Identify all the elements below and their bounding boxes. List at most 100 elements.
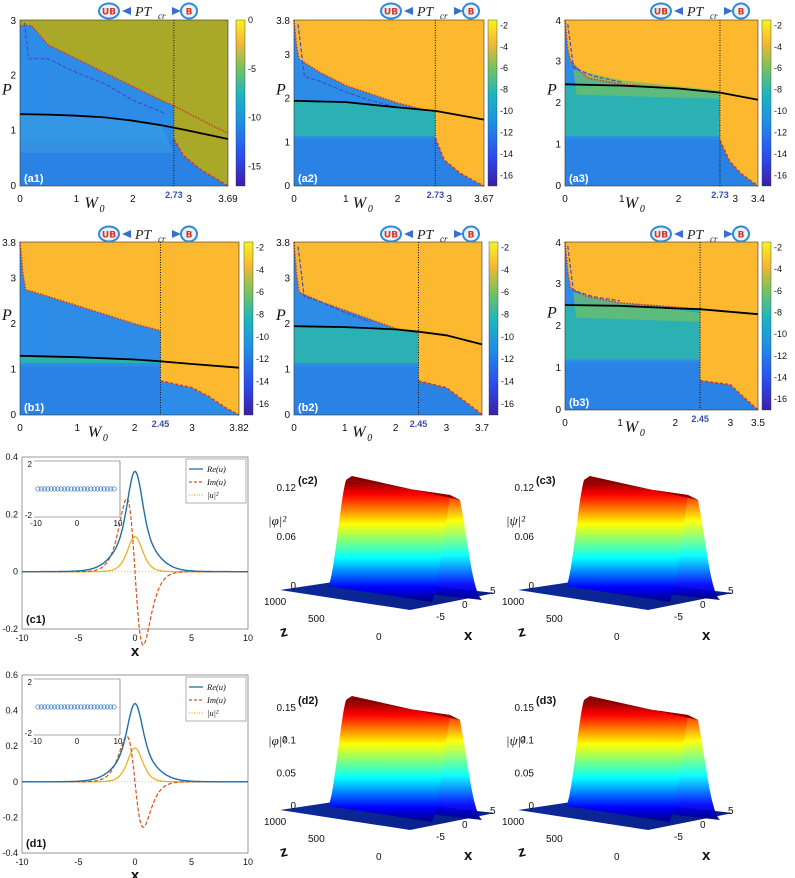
y-tick-label: 1 [555,140,561,151]
y-tick-label: 3.8 [2,238,16,249]
eigenvalue-marker [58,704,64,710]
x-tick-label: -5 [436,832,445,843]
inset-x-tick: -10 [30,519,42,528]
pt-threshold-symbol: PT [686,228,705,243]
ridge-front-face [566,700,688,822]
y-tick-label: 2 [284,319,290,330]
z-tick-label: 0 [290,801,296,812]
broken-badge-ring [462,2,480,20]
broken-phase-boundary [434,137,485,187]
x-tick-label: 5 [189,633,194,643]
x-tick-label: 3.7 [475,423,489,434]
inset-x-tick: 10 [114,737,123,746]
y-tick-label: 0 [284,410,290,421]
eigenvalue-marker [85,704,91,710]
inset-y-tick: -2 [25,729,33,738]
y-tick-label: 3 [10,16,16,27]
panel-label: (c2) [298,475,318,487]
inset-y-tick: 2 [28,460,33,469]
eigenvalue-marker [68,486,74,492]
x-tick-label: 3.5 [751,418,765,429]
y-tick-label: 0.2 [5,509,18,519]
x-tick-label: 1 [342,423,348,434]
y-tick-label: 3 [555,57,561,68]
x-tick-label: 1 [74,194,80,205]
surface-panel-c3: 0 0.06 0.12 |ψ|² 1000 500 0 z -5 0 5 x (c3) [502,475,734,644]
y-tick-label: 3.8 [276,238,290,249]
ridge-crest [584,476,698,500]
z-tick-label: 0.06 [277,532,297,543]
y-tick-label: 3.8 [276,16,290,27]
eigenvalue-marker [35,486,41,492]
unstable-top-region [565,20,720,93]
z-axis-label: |ψ|² [506,513,526,528]
x-tick-label: 3.67 [474,194,494,205]
plot-frame [564,19,759,187]
y-tick-label: 4 [555,16,561,27]
plot-frame [19,241,240,416]
x-tick-label: 2.45 [152,419,170,429]
colorbar-tick-label: -16 [501,399,514,409]
eigenvalue-marker [68,704,74,710]
broken-badge-ring [732,225,750,243]
stable-region [294,100,436,137]
colorbar-tick-label: -2 [500,20,508,30]
x-tick-label: 2 [132,423,138,434]
x-tick-label: 0 [700,600,706,611]
x-tick-label: 0 [462,820,468,831]
z-tick-label: 0.05 [277,768,297,779]
x-tick-label: 0 [132,633,137,643]
z-tick-label: 0.1 [282,736,296,747]
x-tick-label: 3 [728,418,734,429]
y-tick-label: 0.4 [5,452,18,462]
y-tick-label: 0 [555,181,561,192]
unbroken-badge-ring [380,2,402,20]
eigenvalue-marker [85,486,91,492]
y-tick-label: 1 [555,363,561,374]
panel-label: (d2) [298,695,319,707]
broken-badge-text: B [186,231,193,241]
x-axis-label: W [625,419,640,436]
unbroken-badge-text: UB [654,8,668,18]
y-tick-label: 0 [284,181,290,192]
broken-badge-ring [180,225,198,243]
colorbar [235,19,246,187]
dashed-reference-curve [567,24,622,83]
broken-phase-region [435,20,484,186]
y-axis-label: P [546,82,557,99]
eigenvalue-marker [61,704,67,710]
y-tick-label: 0.6 [5,670,18,680]
x-tick-label: 5 [490,586,496,597]
line-panel-c1: -10 -5 0 5 10 -0.2 0 0.2 0.4 x (c1) Re(u) Im(u) |u|² 2… [2,452,253,660]
unstable-top-region [294,20,436,112]
colorbar-tick-label: -4 [774,42,782,52]
colorbar-tick-label: -6 [774,286,782,296]
unstable-top-region [565,242,701,310]
line-panel-d1: -10 -5 0 5 10 -0.4 -0.2 0 0.2 0.4 0.6 x (d1) Re(u) Im(… [2,670,253,878]
arrow-left-icon [122,7,131,15]
eigenvalue-marker [55,486,61,492]
pt-threshold-subscript: cr [440,11,448,21]
ridge-crest [346,696,460,720]
z-axis-label: |φ|² [268,733,287,748]
x-axis-label: W [625,195,640,212]
unbroken-badge-ring [380,225,402,243]
y-axis-label: P [1,307,12,324]
y-tick-label: 500 [308,834,325,845]
spectrum-inset: 2 -2-10 0 10 [25,460,123,528]
ridge-front-face [328,480,450,602]
header-badge: UB PT cr B [98,2,198,21]
y-tick-label: 0 [614,852,620,863]
colorbar-tick-label: -4 [501,265,509,275]
colorbar-tick-label: -2 [774,242,782,252]
transition-layer [573,69,720,99]
stable-region [20,355,161,364]
plot-frame [293,19,485,187]
colorbar-tick-label: -6 [500,63,508,73]
legend-entry: Re(u) [206,464,226,474]
x-axis-label: x [131,867,140,878]
eigenvalue-marker [111,486,117,492]
soliton-power-curve [564,304,759,316]
